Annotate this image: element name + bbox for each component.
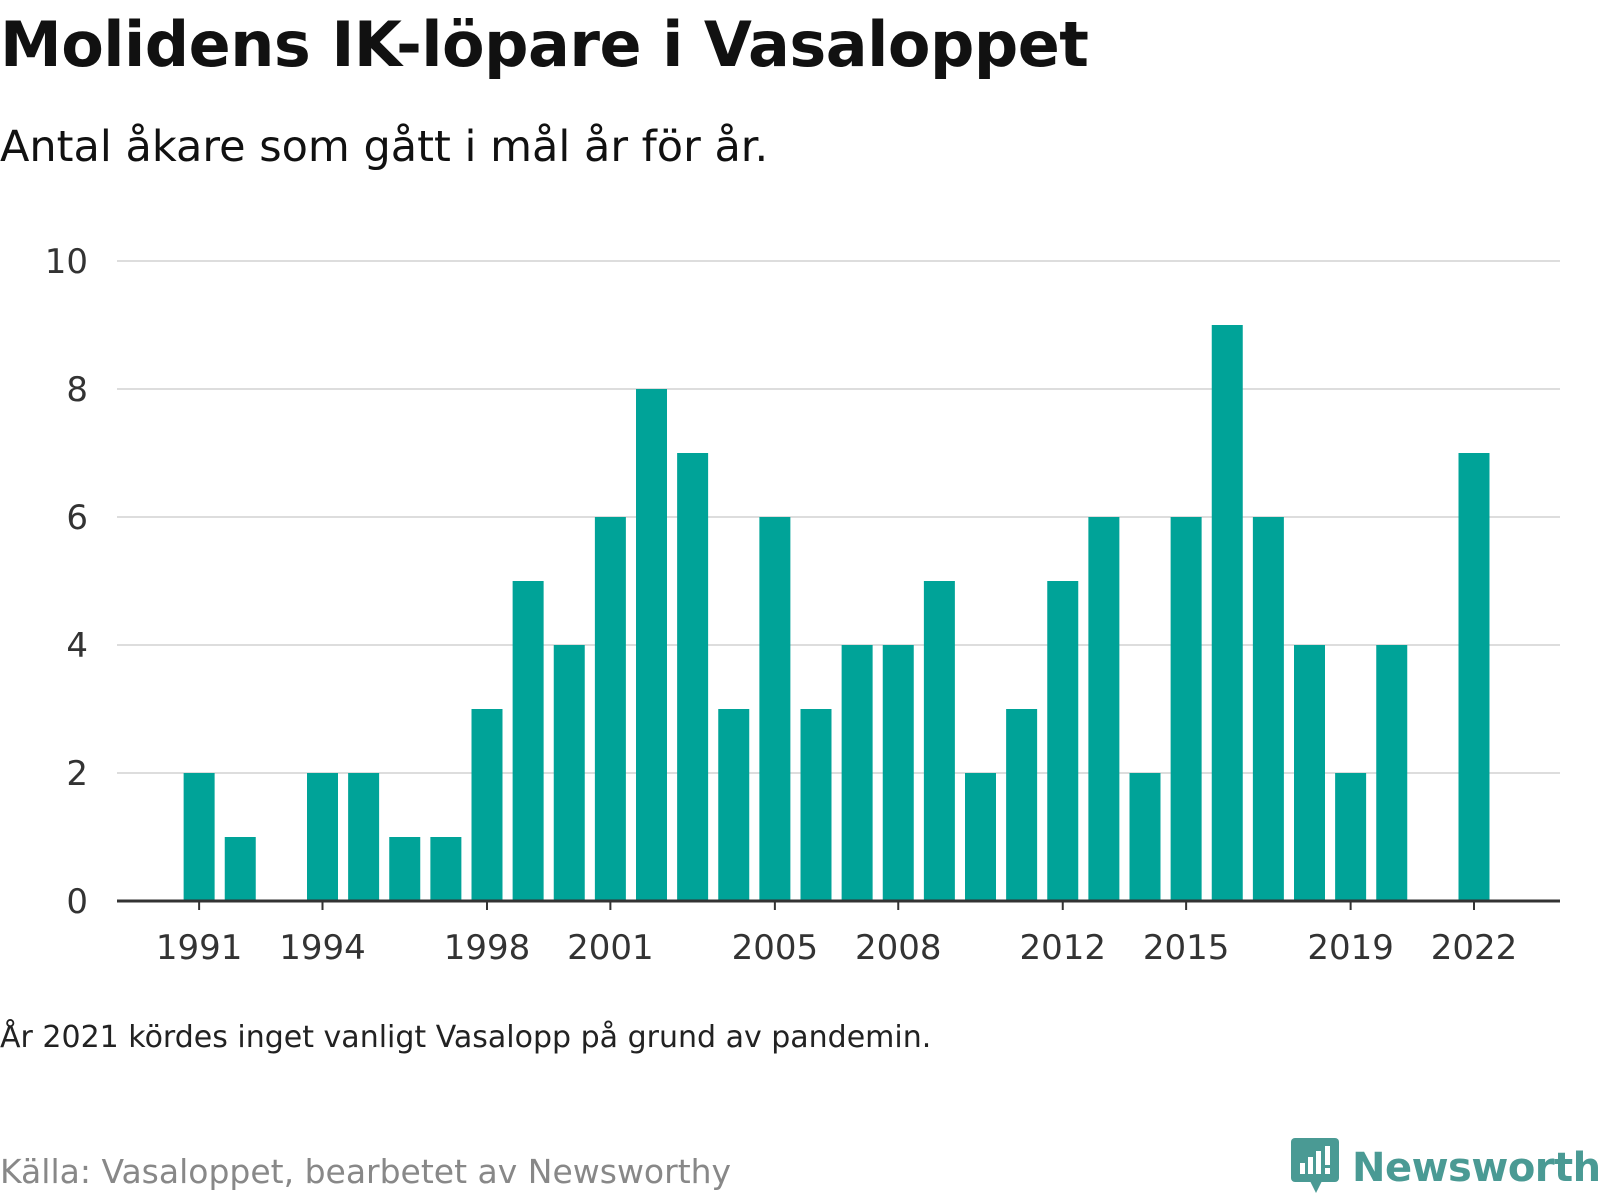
bar-2014	[1129, 773, 1161, 901]
bar-2004	[718, 709, 750, 901]
y-tick-label: 0	[66, 882, 88, 922]
bar-1994	[307, 773, 338, 901]
gridlines	[117, 260, 1560, 774]
bar-1998	[471, 709, 503, 901]
bar-1997	[430, 837, 462, 901]
bar-1995	[348, 773, 380, 901]
y-tick-label: 2	[66, 754, 88, 794]
chart-title: Molidens IK-löpare i Vasaloppet	[0, 8, 1089, 81]
x-tick-label: 1991	[156, 928, 243, 968]
bars	[183, 325, 1490, 901]
bar-2020	[1376, 645, 1408, 901]
bar-2007	[841, 645, 873, 901]
bar-1999	[512, 581, 544, 901]
y-tick-label: 8	[66, 370, 88, 410]
brand-name: Newsworthy	[1352, 1145, 1600, 1191]
x-tick-label: 2019	[1307, 928, 1394, 968]
bar-2001	[594, 517, 626, 901]
bar-2022	[1458, 453, 1490, 901]
bar-2017	[1252, 517, 1284, 901]
x-tick-label: 2008	[855, 928, 942, 968]
y-tick-label: 4	[66, 626, 88, 666]
bar-chart: 0 2 4 6 8 10 1991 1994 1998 2001 2005 2008 2012 2015…	[45, 242, 1560, 968]
bar-1992	[224, 837, 256, 901]
x-tick-label: 2001	[567, 928, 654, 968]
bar-2003	[677, 453, 709, 901]
bar-2012	[1047, 581, 1079, 901]
bar-2013	[1088, 517, 1120, 901]
newsworthy-logo-icon	[1290, 1137, 1340, 1199]
bar-1991	[183, 773, 215, 901]
bar-2016	[1211, 325, 1243, 901]
y-tick-label: 10	[45, 242, 88, 282]
bar-2011	[1006, 709, 1038, 901]
bar-2010	[965, 773, 996, 901]
bar-2006	[800, 709, 832, 901]
y-tick-label: 6	[66, 498, 88, 538]
bar-2002	[636, 389, 667, 901]
bar-2018	[1294, 645, 1325, 901]
bar-2008	[882, 645, 914, 901]
newsworthy-logo: Newsworthy	[1290, 1137, 1600, 1199]
chart-subtitle: Antal åkare som gått i mål år för år.	[0, 122, 769, 172]
bar-1996	[389, 837, 421, 901]
bar-2019	[1335, 773, 1367, 901]
x-tick-label: 2005	[732, 928, 819, 968]
x-tick-label: 2012	[1019, 928, 1106, 968]
bar-2005	[759, 517, 791, 901]
y-axis-ticks: 0 2 4 6 8 10	[45, 242, 88, 922]
source-note: Källa: Vasaloppet, bearbetet av Newswort…	[0, 1152, 732, 1191]
bar-2000	[553, 645, 585, 901]
bar-2015	[1170, 517, 1202, 901]
chart-footnote: År 2021 kördes inget vanligt Vasalopp på…	[0, 1020, 932, 1055]
bar-2009	[923, 581, 955, 901]
x-tick-label: 1994	[279, 928, 366, 968]
x-tick-label: 1998	[444, 928, 531, 968]
x-tick-label: 2022	[1431, 928, 1518, 968]
x-tick-label: 2015	[1143, 928, 1230, 968]
x-axis-ticks: 1991 1994 1998 2001 2005 2008 2012 2015 2019 2022	[156, 901, 1517, 968]
